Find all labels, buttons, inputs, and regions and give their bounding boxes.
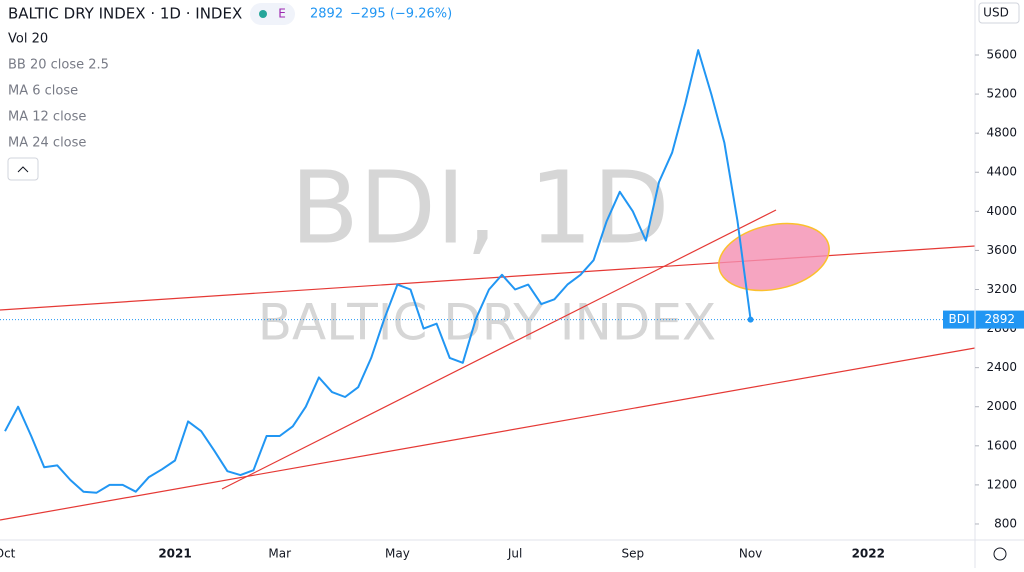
y-tick-label: 2400: [986, 360, 1017, 374]
last-price: 2892: [310, 7, 343, 22]
collapse-button[interactable]: [7, 157, 39, 181]
price-tag-name: BDI: [948, 312, 969, 326]
y-tick-label: 1600: [986, 438, 1017, 452]
indicator: BB 20 close 2.5: [8, 58, 109, 73]
last-point: [747, 316, 754, 323]
indicator: Vol 20: [8, 32, 48, 47]
price-tag-value: 2892: [984, 312, 1015, 326]
badge-bg: [250, 3, 295, 25]
badge: E: [278, 7, 286, 21]
y-tick-label: 4400: [986, 165, 1017, 179]
watermark: BDI, 1D: [290, 149, 669, 266]
y-tick-label: 2000: [986, 399, 1017, 413]
y-tick-label: 3600: [986, 243, 1017, 257]
currency[interactable]: USD: [983, 6, 1009, 20]
y-tick-label: 5600: [986, 48, 1017, 62]
price-tag-bg: [943, 310, 1024, 329]
x-tick-label: Sep: [622, 547, 645, 561]
chart-title: BALTIC DRY INDEX · 1D · INDEX: [8, 5, 242, 23]
currency-button[interactable]: [978, 2, 1020, 24]
y-tick-label: 5200: [986, 87, 1017, 101]
x-tick-label: 2021: [158, 547, 191, 561]
x-tick-label: May: [385, 547, 410, 561]
y-tick-label: 1200: [986, 477, 1017, 491]
watermark-subtitle: BALTIC DRY INDEX: [258, 294, 717, 352]
indicator: MA 6 close: [8, 84, 78, 99]
x-tick-label: Jul: [507, 547, 522, 561]
trend-line: [0, 347, 976, 521]
y-tick-label: 800: [994, 516, 1017, 530]
y-tick-label: 4800: [986, 126, 1017, 140]
highlight-ellipse: [718, 222, 830, 292]
x-tick-label: Mar: [268, 547, 291, 561]
settings-icon[interactable]: [993, 547, 1007, 561]
y-tick-label: 3200: [986, 282, 1017, 296]
x-tick-label: Nov: [739, 547, 762, 561]
indicator: MA 12 close: [8, 110, 86, 125]
price-change: −295 (−9.26%): [350, 7, 452, 22]
status-dot: [259, 10, 267, 18]
y-tick-label: 4000: [986, 204, 1017, 218]
x-tick-label: Oct: [0, 547, 16, 561]
indicator: MA 24 close: [8, 136, 86, 151]
x-tick-label: 2022: [852, 547, 885, 561]
collapse-icon: [17, 166, 29, 173]
price-line: [4, 49, 752, 494]
trend-line: [221, 209, 777, 490]
